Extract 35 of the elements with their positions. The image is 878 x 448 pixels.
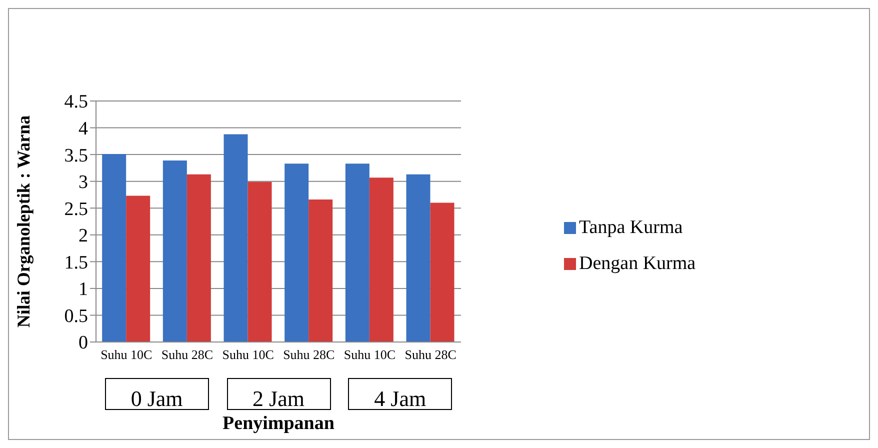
y-tick-label: 2.5 [64, 198, 88, 220]
y-tick-label: 4.5 [64, 92, 88, 113]
y-tick-label: 0.5 [64, 306, 88, 327]
y-tick-label: 1 [78, 279, 88, 300]
x-tick-label: Suhu 10C [222, 347, 274, 362]
legend-label: Dengan Kurma [579, 253, 696, 275]
bar [102, 154, 126, 342]
bar [126, 196, 150, 342]
y-tick-label: 4 [78, 118, 88, 140]
bar [186, 174, 211, 342]
bar [162, 160, 187, 342]
x-tick-label: Suhu 28C [404, 347, 456, 362]
bar [430, 202, 454, 342]
bar [248, 182, 272, 342]
group-label-box: 2 Jam [226, 378, 330, 410]
y-tick-label: 3.5 [64, 145, 88, 166]
group-label-box: 4 Jam [348, 378, 452, 410]
bar [284, 164, 309, 342]
bar [224, 134, 248, 342]
y-tick-label: 2 [78, 226, 88, 247]
bar [345, 164, 370, 342]
y-axis-title: Nilai Organoleptik : Warna [13, 115, 34, 328]
legend-label: Tanpa Kurma [579, 217, 683, 239]
x-tick-label: Suhu 10C [344, 347, 396, 362]
y-tick-label: 1.5 [64, 252, 88, 274]
bar [369, 178, 394, 342]
y-tick-label: 3 [78, 172, 88, 194]
x-tick-label: Suhu 28C [161, 347, 214, 362]
bar [308, 200, 333, 342]
bar [406, 174, 430, 342]
x-tick-label: Suhu 28C [283, 347, 335, 362]
y-tick-label: 0 [78, 332, 88, 354]
x-axis-title: Penyimpanan [222, 413, 336, 435]
x-tick-label: Suhu 10C [100, 347, 152, 362]
group-label-box: 0 Jam [104, 378, 209, 410]
